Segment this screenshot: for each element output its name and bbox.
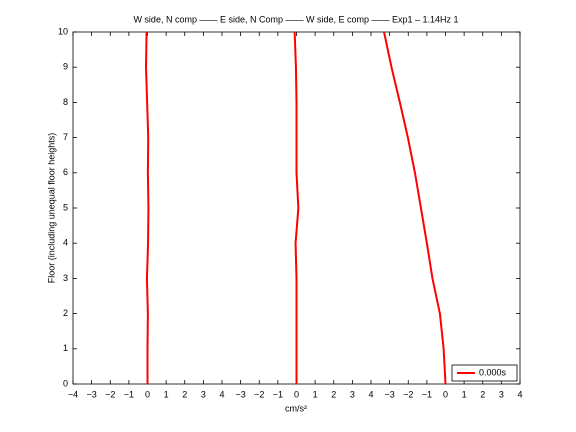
y-tick-label: 2 [63,308,68,318]
x-tick-label: 4 [368,389,373,399]
y-tick-label: 4 [63,238,68,248]
data-line [383,31,447,385]
x-tick-label: −1 [273,389,283,399]
y-tick-label: 5 [63,202,68,212]
x-tick-label: 1 [313,389,318,399]
x-tick-label: −3 [384,389,394,399]
x-tick-label: −2 [403,389,413,399]
chart-title: W side, N comp —— E side, N Comp —— W si… [133,14,458,24]
data-line [145,31,150,384]
x-tick-label: 0 [145,389,150,399]
x-tick-label: −4 [68,389,78,399]
x-tick-label: 3 [201,389,206,399]
data-line [293,31,300,384]
legend-label: 0.000s [479,367,507,377]
legend-box [451,364,518,382]
x-tick-label: −3 [86,389,96,399]
y-tick-label: 8 [63,97,68,107]
y-tick-label: 7 [63,132,68,142]
x-tick-label: 1 [164,389,169,399]
y-tick-label: 0 [63,378,68,388]
x-axis-label: cm/s² [285,403,307,413]
x-tick-label: 0 [443,389,448,399]
x-tick-label: 4 [517,389,522,399]
x-tick-label: 2 [182,389,187,399]
x-tick-label: −2 [254,389,264,399]
x-tick-label: −3 [235,389,245,399]
y-tick-label: 1 [63,343,68,353]
x-tick-label: 2 [331,389,336,399]
x-tick-label: 0 [294,389,299,399]
y-tick-label: 9 [63,62,68,72]
x-tick-label: −1 [124,389,134,399]
x-tick-label: −2 [105,389,115,399]
y-tick-label: 10 [58,26,68,36]
x-tick-label: −1 [422,389,432,399]
x-tick-label: 3 [499,389,504,399]
x-tick-label: 2 [480,389,485,399]
x-tick-label: 1 [462,389,467,399]
y-tick-label: 3 [63,273,68,283]
x-tick-label: 4 [219,389,224,399]
y-axis-label: Floor (including unequal floor heights) [46,133,56,284]
y-tick-label: 6 [63,167,68,177]
x-tick-label: 3 [350,389,355,399]
